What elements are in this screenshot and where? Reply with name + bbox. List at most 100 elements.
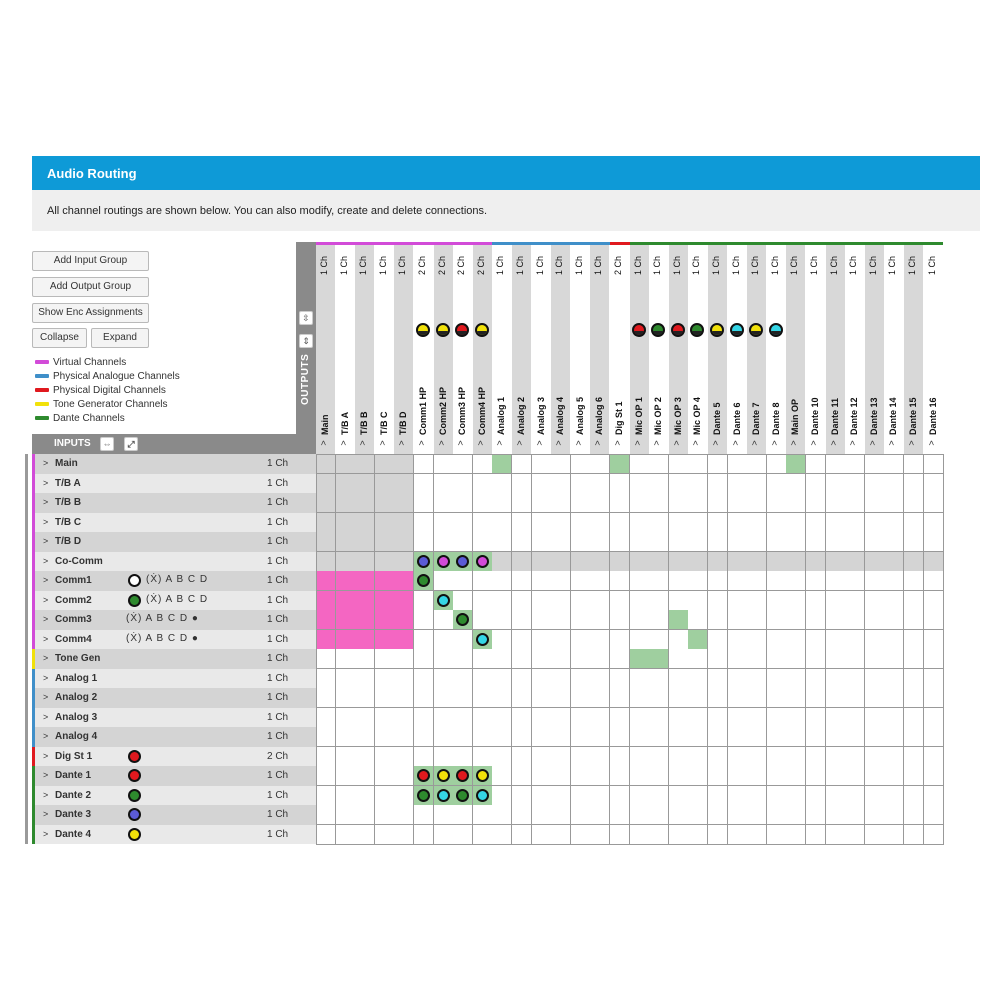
routing-cell[interactable] bbox=[512, 571, 533, 591]
routing-cell[interactable] bbox=[747, 590, 768, 611]
routing-cell[interactable] bbox=[629, 610, 650, 630]
routing-cell[interactable] bbox=[668, 590, 689, 611]
routing-cell[interactable] bbox=[394, 805, 415, 825]
routing-cell[interactable] bbox=[629, 824, 650, 845]
routing-cell[interactable] bbox=[923, 824, 944, 845]
output-expand-chevron[interactable]: > bbox=[416, 440, 427, 446]
routing-cell[interactable] bbox=[629, 766, 650, 786]
routing-cell[interactable] bbox=[316, 454, 337, 474]
routing-cell[interactable] bbox=[570, 493, 591, 513]
routing-cell[interactable] bbox=[649, 649, 670, 669]
output-expand-chevron[interactable]: > bbox=[847, 440, 858, 446]
route-indicator-icon[interactable] bbox=[417, 788, 430, 802]
routing-cell[interactable] bbox=[727, 824, 748, 845]
routing-cell[interactable] bbox=[492, 824, 513, 845]
routing-cell[interactable] bbox=[806, 493, 827, 513]
routing-cell[interactable] bbox=[433, 512, 454, 533]
add-output-group-button[interactable]: Add Output Group bbox=[32, 277, 149, 297]
routing-cell[interactable] bbox=[825, 824, 846, 845]
routing-cell[interactable] bbox=[747, 688, 768, 708]
input-expand-chevron[interactable]: > bbox=[43, 516, 49, 527]
routing-cell[interactable] bbox=[316, 727, 337, 747]
routing-cell[interactable] bbox=[904, 785, 925, 806]
routing-cell[interactable] bbox=[335, 785, 356, 806]
routing-cell[interactable] bbox=[884, 610, 905, 630]
routing-cell[interactable] bbox=[374, 824, 395, 845]
routing-cell[interactable] bbox=[629, 707, 650, 728]
input-row-header[interactable]: > Co-Comm 1 Ch bbox=[34, 551, 316, 571]
routing-cell[interactable] bbox=[864, 727, 885, 747]
routing-cell[interactable] bbox=[316, 551, 337, 572]
routing-cell[interactable] bbox=[570, 785, 591, 806]
routing-cell[interactable] bbox=[472, 454, 493, 474]
output-expand-chevron[interactable]: > bbox=[397, 440, 408, 446]
route-indicator-icon[interactable] bbox=[456, 554, 470, 568]
routing-cell[interactable] bbox=[688, 785, 709, 806]
routing-cell[interactable] bbox=[629, 473, 650, 494]
routing-cell[interactable] bbox=[374, 512, 395, 533]
routing-cell[interactable] bbox=[629, 746, 650, 767]
routing-cell[interactable] bbox=[884, 571, 905, 591]
routing-cell[interactable] bbox=[590, 571, 611, 591]
routing-cell[interactable] bbox=[688, 649, 709, 669]
routing-cell[interactable] bbox=[316, 746, 337, 767]
routing-cell[interactable] bbox=[649, 493, 670, 513]
routing-cell[interactable] bbox=[923, 473, 944, 494]
routing-cell[interactable] bbox=[864, 512, 885, 533]
routing-cell[interactable] bbox=[629, 590, 650, 611]
routing-cell[interactable] bbox=[766, 668, 787, 689]
routing-cell[interactable] bbox=[531, 571, 552, 591]
routing-cell[interactable] bbox=[806, 473, 827, 494]
routing-cell[interactable] bbox=[355, 785, 376, 806]
routing-cell[interactable] bbox=[649, 571, 670, 591]
routing-cell[interactable] bbox=[472, 727, 493, 747]
routing-cell[interactable] bbox=[610, 551, 631, 572]
routing-cell[interactable] bbox=[512, 629, 533, 650]
routing-cell[interactable] bbox=[629, 532, 650, 552]
routing-cell[interactable] bbox=[629, 571, 650, 591]
routing-cell[interactable] bbox=[570, 571, 591, 591]
routing-cell[interactable] bbox=[766, 785, 787, 806]
routing-cell[interactable] bbox=[923, 590, 944, 611]
routing-cell[interactable] bbox=[708, 707, 729, 728]
output-column-header[interactable]: 1 Ch Analog 2 > bbox=[512, 245, 531, 454]
route-indicator-icon[interactable] bbox=[436, 554, 450, 568]
routing-cell[interactable] bbox=[472, 610, 493, 630]
routing-cell[interactable] bbox=[806, 688, 827, 708]
routing-cell[interactable] bbox=[492, 785, 513, 806]
routing-cell[interactable] bbox=[747, 668, 768, 689]
routing-cell[interactable] bbox=[864, 590, 885, 611]
output-column-header[interactable]: 1 Ch T/B D > bbox=[394, 245, 414, 454]
expand-button[interactable]: Expand bbox=[91, 328, 149, 348]
routing-cell[interactable] bbox=[904, 824, 925, 845]
routing-cell[interactable] bbox=[512, 785, 533, 806]
routing-cell[interactable] bbox=[316, 785, 337, 806]
routing-cell[interactable] bbox=[786, 473, 807, 494]
routing-cell[interactable] bbox=[414, 629, 435, 650]
routing-cell[interactable] bbox=[590, 454, 611, 474]
routing-cell[interactable] bbox=[864, 610, 885, 630]
routing-cell[interactable] bbox=[394, 688, 415, 708]
routing-cell[interactable] bbox=[845, 493, 866, 513]
routing-cell[interactable] bbox=[629, 512, 650, 533]
routing-cell[interactable] bbox=[904, 473, 925, 494]
routing-cell[interactable] bbox=[453, 707, 474, 728]
routing-cell[interactable] bbox=[492, 629, 513, 650]
output-column-header[interactable]: 2 Ch Comm2 HP > bbox=[433, 245, 453, 454]
routing-cell[interactable] bbox=[747, 610, 768, 630]
output-expand-chevron[interactable]: > bbox=[495, 440, 506, 446]
routing-cell[interactable] bbox=[531, 610, 552, 630]
routing-cell[interactable] bbox=[355, 727, 376, 747]
routing-cell[interactable] bbox=[923, 746, 944, 767]
routing-cell[interactable] bbox=[316, 512, 337, 533]
routing-cell[interactable] bbox=[904, 551, 925, 572]
input-row-header[interactable]: > Analog 4 1 Ch bbox=[34, 727, 316, 747]
routing-cell[interactable] bbox=[668, 493, 689, 513]
output-column-header[interactable]: 1 Ch Analog 4 > bbox=[551, 245, 571, 454]
routing-cell[interactable] bbox=[786, 824, 807, 845]
route-indicator-icon[interactable] bbox=[417, 769, 430, 782]
output-column-header[interactable]: 1 Ch Dante 14 > bbox=[884, 245, 904, 454]
routing-cell[interactable] bbox=[355, 532, 376, 552]
routing-cell[interactable] bbox=[708, 551, 729, 572]
routing-cell[interactable] bbox=[335, 551, 356, 572]
